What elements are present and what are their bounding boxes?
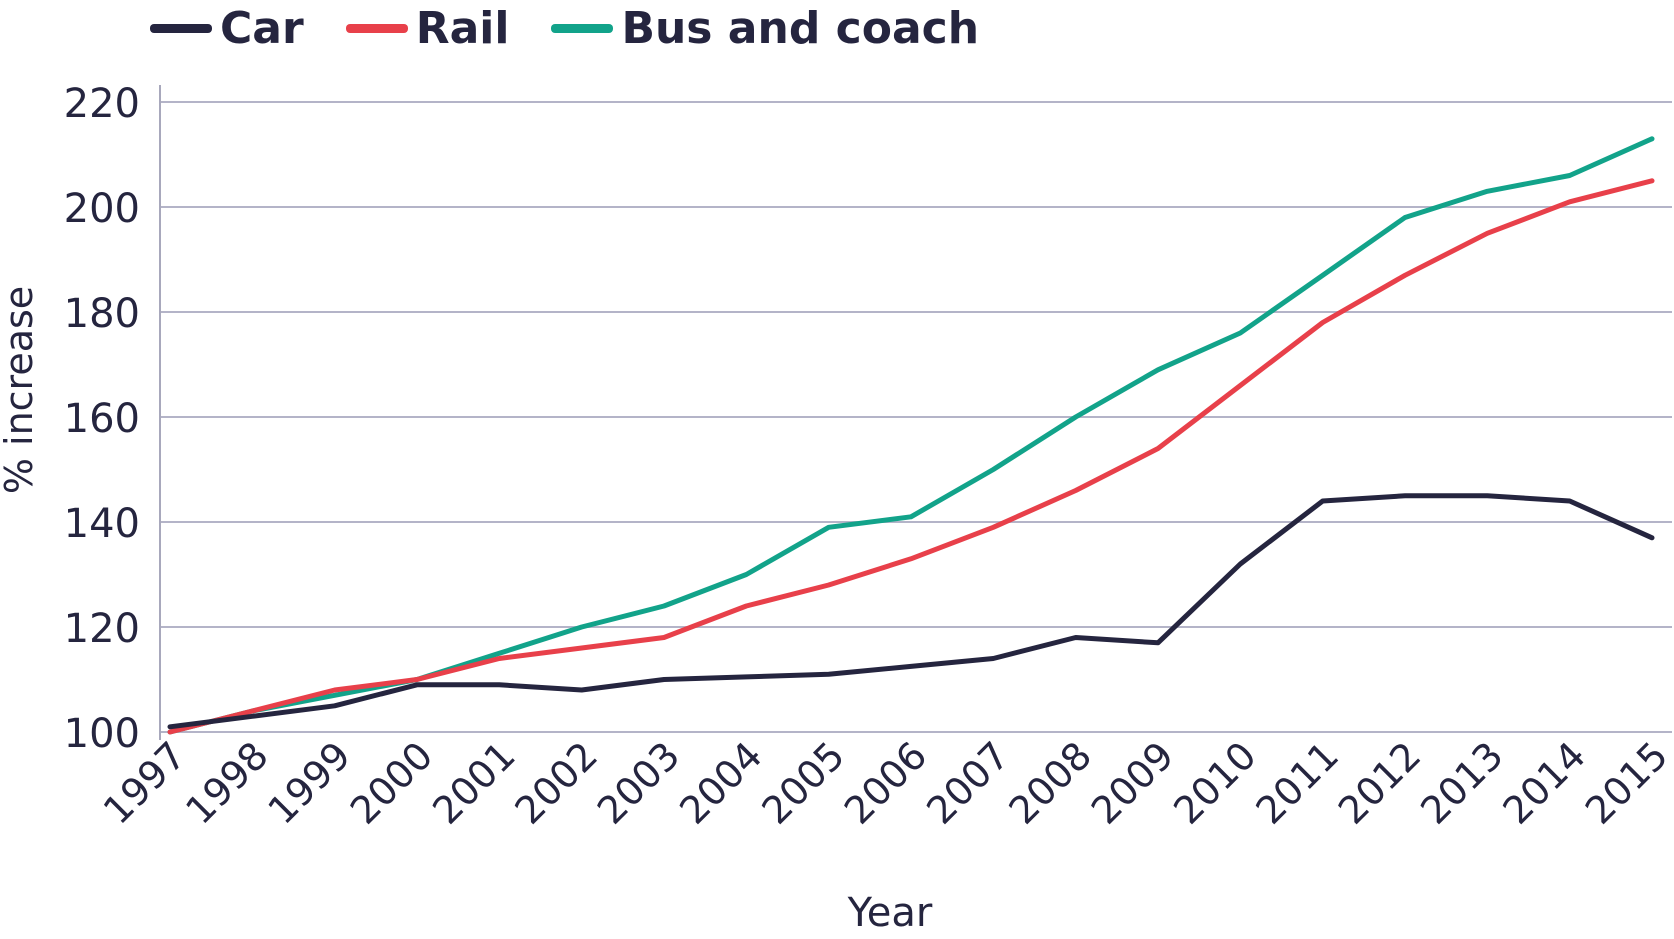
x-tick-label-2009: 2009 — [1083, 733, 1183, 833]
legend-item-car[interactable]: Car — [150, 3, 304, 54]
legend-item-rail[interactable]: Rail — [345, 2, 510, 54]
legend-swatch-bus-and-coach — [551, 23, 614, 33]
gridlines — [160, 101, 1672, 733]
x-tick-label-1998: 1998 — [177, 733, 277, 833]
series-line-bus-and-coach — [167, 136, 1655, 735]
x-tick-label-2012: 2012 — [1330, 733, 1430, 833]
x-tick-label-2011: 2011 — [1248, 733, 1348, 833]
legend-label-car: Car — [220, 2, 304, 54]
y-tick-label-140: 140 — [64, 501, 140, 547]
series-line-rail — [167, 178, 1655, 735]
legend-label-bus-and-coach: Bus and coach — [621, 2, 980, 54]
x-tick-label-2000: 2000 — [342, 733, 442, 833]
legend-swatch-car — [150, 23, 212, 33]
legend-swatch-rail — [345, 23, 408, 33]
y-tick-label-220: 220 — [64, 81, 140, 127]
y-tick-label-200: 200 — [64, 186, 140, 232]
x-axis-label: Year — [847, 890, 933, 936]
x-tick-label-2015: 2015 — [1577, 733, 1674, 833]
x-tick-label-2003: 2003 — [589, 733, 689, 833]
x-tick-label-1999: 1999 — [260, 733, 360, 833]
x-tick-label-2006: 2006 — [836, 733, 936, 833]
x-tick-label-2010: 2010 — [1165, 733, 1265, 833]
series-line-car — [167, 493, 1655, 730]
x-tick-label-2013: 2013 — [1412, 733, 1512, 833]
legend-item-bus-and-coach[interactable]: Bus and coach — [551, 3, 979, 54]
x-tick-label-2001: 2001 — [424, 733, 524, 833]
y-tick-label-100: 100 — [64, 711, 140, 757]
x-tick-label-2002: 2002 — [507, 733, 607, 833]
x-tick-label-2014: 2014 — [1495, 733, 1595, 833]
y-tick-label-180: 180 — [64, 291, 140, 337]
y-axis-label: % increase — [0, 286, 41, 494]
legend: Car Rail Bus and coach — [150, 2, 979, 54]
x-tick-label-2007: 2007 — [918, 733, 1018, 833]
series-lines — [167, 136, 1655, 735]
x-tick-label-2008: 2008 — [1001, 733, 1101, 833]
legend-label-rail: Rail — [415, 2, 510, 54]
y-tick-label-120: 120 — [64, 606, 140, 652]
x-tick-label-2004: 2004 — [671, 733, 771, 833]
x-tick-label-2005: 2005 — [754, 733, 854, 833]
y-tick-label-160: 160 — [64, 396, 140, 442]
y-tick-labels: 100 120 140 160 180 200 220 — [64, 81, 140, 757]
x-tick-labels: 1997199819992000200120022003200420052006… — [95, 733, 1674, 833]
